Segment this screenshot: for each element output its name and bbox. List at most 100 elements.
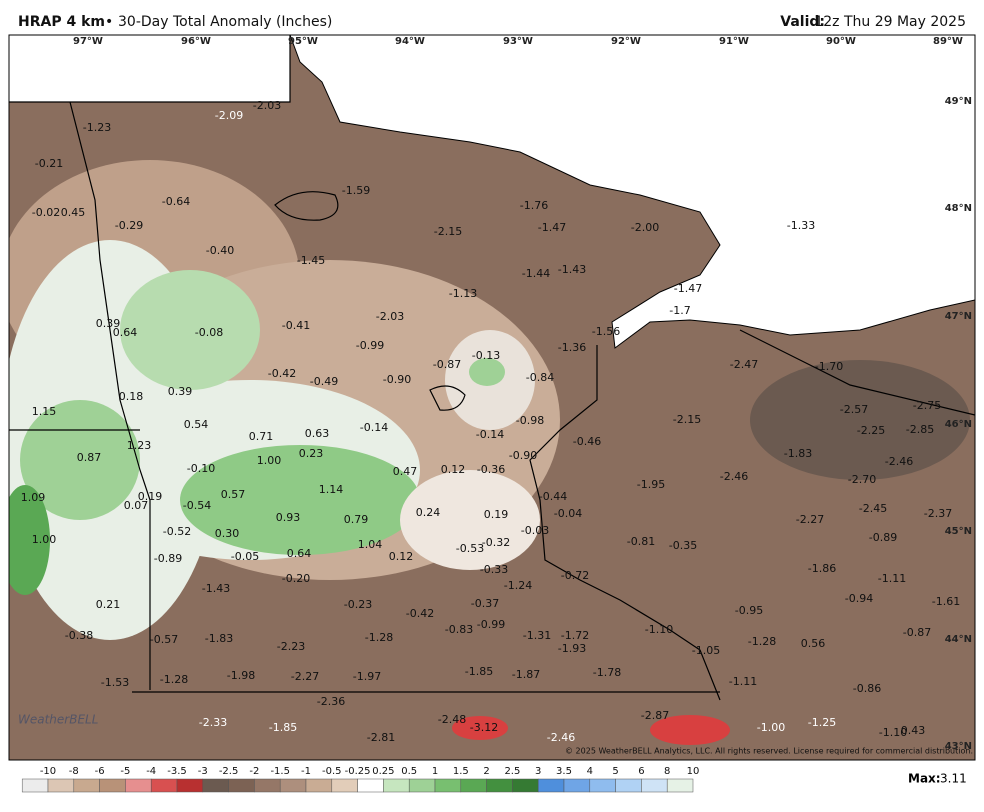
legend-tick-label: -4 (146, 766, 156, 777)
anomaly-label: -1.31 (523, 629, 551, 642)
anomaly-label: -0.38 (65, 629, 93, 642)
anomaly-label: 0.19 (484, 508, 509, 521)
anomaly-label: -1.28 (160, 673, 188, 686)
map-title: 30-Day Total Anomaly (Inches) (118, 14, 332, 30)
legend-tick-label: -2.5 (219, 766, 239, 777)
legend-swatch (641, 778, 668, 793)
legend-swatch (202, 778, 229, 793)
legend-swatch (589, 778, 616, 793)
legend-tick-label: 3 (535, 766, 541, 777)
shading (750, 360, 970, 480)
legend-tick-label: -0.5 (322, 766, 342, 777)
copyright: © 2025 WeatherBELL Analytics, LLC. All r… (565, 747, 973, 756)
anomaly-label: -0.02 (32, 206, 60, 219)
legend-swatch (176, 778, 204, 793)
anomaly-label: -0.54 (183, 499, 211, 512)
legend-tick-label: -5 (120, 766, 130, 777)
anomaly-label: -1.00 (757, 721, 785, 734)
anomaly-label: -0.95 (735, 604, 763, 617)
longitude-label: 95°W (288, 36, 318, 47)
legend-swatch (21, 778, 49, 793)
anomaly-label: -1.70 (815, 360, 843, 373)
anomaly-label: -0.23 (344, 598, 372, 611)
anomaly-label: 0.79 (344, 513, 369, 526)
anomaly-label: -2.27 (291, 670, 319, 683)
anomaly-label: -2.03 (376, 310, 404, 323)
legend-tick-label: 1 (432, 766, 438, 777)
anomaly-label: -2.47 (730, 358, 758, 371)
anomaly-label: -0.10 (187, 462, 215, 475)
legend-tick-label: -3 (198, 766, 208, 777)
anomaly-label: -1.61 (932, 595, 960, 608)
anomaly-label: -2.00 (631, 221, 659, 234)
legend-tick-label: -1 (301, 766, 311, 777)
anomaly-label: 1.09 (21, 491, 46, 504)
anomaly-label: -0.32 (482, 536, 510, 549)
anomaly-label: 0.63 (305, 427, 330, 440)
border (739, 329, 975, 416)
anomaly-label: -2.46 (885, 455, 913, 468)
legend-swatch (460, 778, 487, 793)
legend-tick-label: -1.5 (270, 766, 290, 777)
legend-tick-label: 0.5 (401, 766, 417, 777)
legend-swatch (486, 778, 513, 793)
legend-tick-label: 2.5 (504, 766, 520, 777)
anomaly-label: -0.05 (231, 550, 259, 563)
anomaly-label: -0.14 (476, 428, 504, 441)
anomaly-label: 0.93 (276, 511, 301, 524)
anomaly-label: -0.49 (310, 375, 338, 388)
anomaly-label: -1.85 (269, 721, 297, 734)
legend-tick-label: 1.5 (453, 766, 469, 777)
anomaly-label: 0.12 (441, 463, 466, 476)
anomaly-label: 0.39 (96, 317, 121, 330)
latitude-label: 43°N (945, 741, 972, 752)
anomaly-label: -0.99 (477, 618, 505, 631)
anomaly-label: 1.14 (319, 483, 344, 496)
anomaly-label: -0.37 (471, 597, 499, 610)
longitude-label: 94°W (395, 36, 425, 47)
legend-tick-label: 2 (483, 766, 489, 777)
longitude-label: 90°W (826, 36, 856, 47)
anomaly-label: -0.04 (554, 507, 582, 520)
anomaly-label: -0.98 (516, 414, 544, 427)
map-shading (9, 35, 975, 760)
anomaly-label: -0.90 (509, 449, 537, 462)
anomaly-label: -1.11 (729, 675, 757, 688)
anomaly-label: -2.27 (796, 513, 824, 526)
legend-tick-label: 3.5 (556, 766, 572, 777)
anomaly-label: -0.94 (845, 592, 873, 605)
anomaly-label: -1.28 (748, 635, 776, 648)
anomaly-label: -0.89 (154, 552, 182, 565)
anomaly-label: -1.83 (205, 632, 233, 645)
longitude-label: 97°W (73, 36, 103, 47)
valid-time: 12z Thu 29 May 2025 (814, 14, 966, 30)
shading (650, 715, 730, 745)
legend-swatch (408, 778, 436, 793)
anomaly-label: -0.41 (282, 319, 310, 332)
shading (469, 358, 505, 386)
legend-swatch (615, 778, 642, 793)
anomaly-label: -0.36 (477, 463, 505, 476)
lake (274, 191, 339, 221)
anomaly-label: -1.53 (101, 676, 129, 689)
anomaly-label: -0.87 (433, 358, 461, 371)
anomaly-label: -0.33 (480, 563, 508, 576)
shading (452, 716, 508, 740)
anomaly-label: -1.43 (202, 582, 230, 595)
shading (180, 445, 420, 555)
latitude-label: 49°N (945, 96, 972, 107)
anomaly-label: 1.00 (32, 533, 57, 546)
anomaly-label: -1.56 (592, 325, 620, 338)
anomaly-label: -1.59 (342, 184, 370, 197)
legend-swatch (512, 778, 539, 793)
anomaly-label: -0.81 (627, 535, 655, 548)
legend-tick-label: 6 (638, 766, 644, 777)
anomaly-label: -0.20 (282, 572, 310, 585)
latitude-label: 47°N (945, 311, 972, 322)
anomaly-label: -0.99 (356, 339, 384, 352)
legend-swatch (125, 778, 152, 793)
anomaly-label: -1.87 (512, 668, 540, 681)
legend-swatch (537, 778, 565, 793)
anomaly-label: -1.25 (808, 716, 836, 729)
